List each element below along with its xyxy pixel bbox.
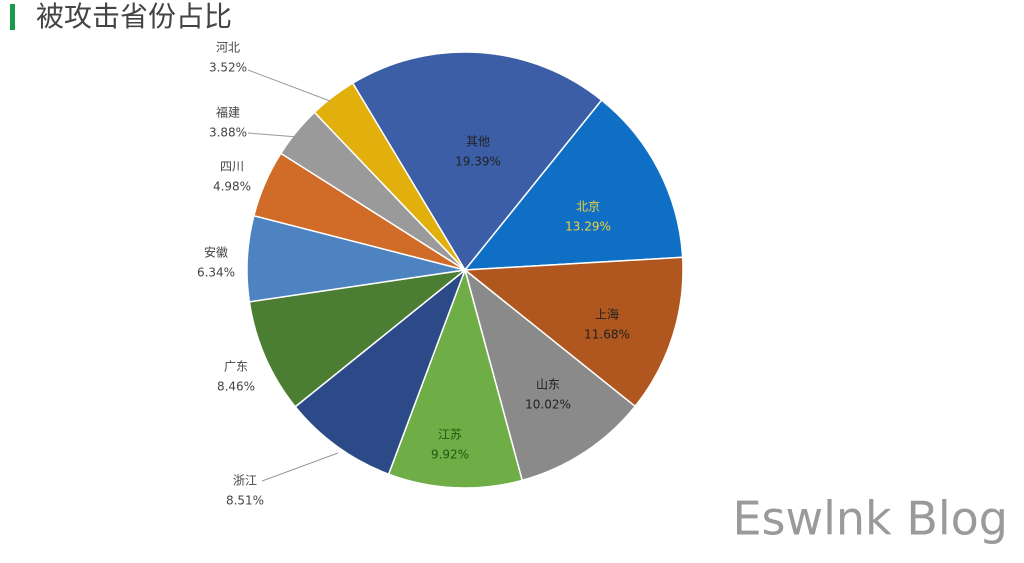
pie-slice: [387, 267, 524, 489]
slice-label: 山东: [536, 378, 560, 392]
slice-label: 浙江: [233, 474, 257, 488]
slice-value-label: 3.52%: [209, 61, 247, 75]
pie-slice: [248, 268, 468, 408]
pie: 其他 19.39% 北京 13.29% 上海 11.68% 山东 10.02% 江苏 9.92% 浙…: [197, 41, 684, 508]
slice-label: 福建: [216, 105, 240, 120]
chart-title: 被攻击省份占比: [36, 0, 232, 33]
leader-line: [261, 452, 339, 482]
leader-line: [247, 69, 331, 102]
pie-slice: [463, 256, 684, 408]
pie-slice: [294, 267, 467, 476]
slice-label: 四川: [220, 160, 244, 174]
slice-value-label: 8.46%: [217, 380, 255, 394]
slice-label: 其他: [466, 135, 490, 149]
slice-value-label: 4.98%: [213, 180, 251, 194]
leader-line: [247, 132, 299, 138]
pie-slice: [463, 99, 684, 271]
pie-slice: [351, 51, 603, 272]
slice-label: 广东: [224, 360, 248, 374]
slice-label: 安徽: [204, 245, 228, 260]
title-bar: [10, 4, 15, 30]
slice-value-label: 3.88%: [209, 126, 247, 140]
slice-label: 上海: [595, 307, 619, 322]
slice-label: 北京: [576, 200, 600, 214]
watermark: Eswlnk Blog: [732, 492, 1008, 546]
slice-value-label: 6.34%: [197, 266, 235, 280]
slice-value-label: 10.02%: [525, 398, 571, 412]
slice-value-label: 11.68%: [584, 328, 630, 342]
pie-slice: [313, 82, 466, 271]
pie-slice: [463, 267, 637, 482]
slice-value-label: 13.29%: [565, 220, 611, 234]
slice-label: 河北: [216, 41, 240, 55]
slice-value-label: 19.39%: [455, 155, 501, 169]
slice-label: 江苏: [438, 428, 462, 442]
slice-value-label: 8.51%: [226, 494, 264, 508]
slice-value-label: 9.92%: [431, 448, 469, 462]
